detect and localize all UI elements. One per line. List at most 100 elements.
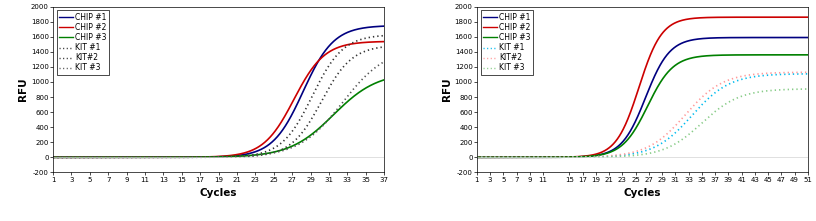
Line: CHIP #1: CHIP #1 (477, 38, 808, 157)
CHIP #3 (313, 129, 322, 131)
KIT #3 (48, 156, 58, 159)
KIT #3 (699, 120, 709, 122)
CHIP #1 (730, 36, 740, 39)
Y-axis label: RFU: RFU (18, 78, 28, 101)
CHIP #1 (472, 156, 481, 159)
KIT #3 (730, 98, 740, 100)
KIT #1 (82, 156, 91, 159)
CHIP #2 (618, 129, 628, 132)
KIT#2 (306, 118, 316, 121)
CHIP #3 (276, 149, 286, 152)
KIT #1 (605, 155, 615, 158)
KIT#2 (803, 71, 813, 74)
CHIP #2 (803, 16, 813, 19)
X-axis label: Cycles: Cycles (623, 188, 661, 198)
CHIP #2 (194, 156, 204, 158)
KIT#2 (605, 154, 615, 157)
CHIP #1 (618, 141, 628, 143)
KIT #1 (730, 80, 740, 83)
CHIP #3 (618, 143, 628, 146)
KIT #1 (48, 156, 58, 159)
KIT #1 (313, 85, 322, 88)
CHIP #2 (48, 156, 58, 159)
KIT #1 (506, 156, 516, 159)
KIT #1 (736, 78, 746, 81)
Line: CHIP #2: CHIP #2 (477, 17, 808, 157)
KIT #3 (194, 156, 204, 158)
CHIP #3 (182, 156, 192, 158)
CHIP #1 (82, 156, 91, 159)
CHIP #1 (48, 156, 58, 159)
CHIP #2 (730, 16, 740, 19)
CHIP #3 (379, 78, 389, 81)
CHIP #3 (506, 156, 516, 159)
Line: KIT #3: KIT #3 (477, 89, 808, 157)
CHIP #2 (605, 145, 615, 148)
CHIP #1 (699, 37, 709, 40)
X-axis label: Cycles: Cycles (200, 188, 237, 198)
KIT #1 (276, 143, 286, 145)
KIT #1 (803, 72, 813, 75)
CHIP #2 (182, 156, 192, 158)
KIT #3 (313, 130, 322, 133)
CHIP #3 (605, 151, 615, 153)
KIT #1 (194, 156, 204, 158)
KIT #1 (306, 97, 316, 100)
CHIP #3 (82, 156, 91, 159)
KIT#2 (276, 149, 286, 151)
KIT#2 (182, 156, 192, 159)
KIT#2 (736, 75, 746, 78)
KIT #3 (276, 150, 286, 153)
CHIP #1 (182, 156, 192, 159)
CHIP #3 (736, 53, 746, 56)
Line: CHIP #1: CHIP #1 (53, 26, 384, 157)
Line: KIT#2: KIT#2 (53, 47, 384, 157)
KIT #1 (182, 156, 192, 159)
CHIP #1 (276, 132, 286, 134)
KIT#2 (472, 156, 481, 159)
Line: CHIP #3: CHIP #3 (477, 55, 808, 157)
CHIP #3 (699, 55, 709, 57)
Line: KIT #1: KIT #1 (477, 74, 808, 157)
KIT #3 (803, 88, 813, 90)
CHIP #1 (306, 73, 316, 76)
KIT#2 (618, 153, 628, 156)
KIT#2 (48, 156, 58, 159)
CHIP #3 (730, 54, 740, 56)
CHIP #2 (506, 156, 516, 159)
CHIP #2 (313, 61, 322, 64)
CHIP #2 (276, 122, 286, 125)
CHIP #1 (194, 156, 204, 158)
KIT #1 (699, 101, 709, 104)
CHIP #1 (605, 150, 615, 152)
KIT#2 (313, 108, 322, 110)
Legend: CHIP #1, CHIP #2, CHIP #3, KIT #1, KIT#2, KIT #3: CHIP #1, CHIP #2, CHIP #3, KIT #1, KIT#2… (481, 10, 533, 75)
KIT #3 (379, 60, 389, 63)
KIT#2 (506, 156, 516, 159)
CHIP #1 (803, 36, 813, 39)
CHIP #2 (472, 156, 481, 159)
Line: CHIP #3: CHIP #3 (53, 80, 384, 157)
CHIP #1 (313, 62, 322, 65)
CHIP #2 (379, 40, 389, 43)
KIT #3 (472, 156, 481, 159)
CHIP #2 (82, 156, 91, 159)
CHIP #3 (472, 156, 481, 159)
KIT#2 (730, 77, 740, 79)
Line: KIT#2: KIT#2 (477, 72, 808, 157)
Line: KIT #3: KIT #3 (53, 62, 384, 157)
CHIP #3 (306, 133, 316, 136)
CHIP #3 (194, 156, 204, 158)
KIT #3 (82, 156, 91, 159)
KIT #3 (618, 155, 628, 158)
KIT#2 (379, 46, 389, 48)
KIT #3 (182, 156, 192, 158)
KIT#2 (194, 156, 204, 159)
CHIP #1 (379, 25, 389, 27)
KIT#2 (82, 156, 91, 159)
KIT #3 (306, 135, 316, 137)
CHIP #2 (736, 16, 746, 19)
KIT #1 (618, 154, 628, 156)
KIT #1 (472, 156, 481, 159)
KIT #3 (736, 95, 746, 98)
